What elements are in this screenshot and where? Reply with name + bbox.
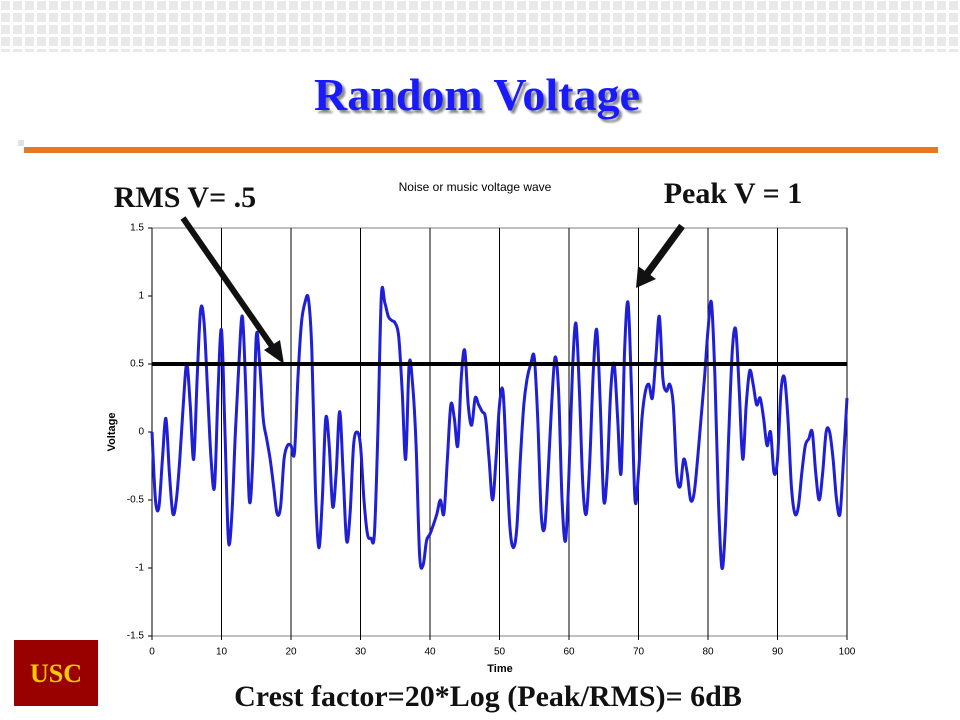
x-tick-label: 90	[772, 647, 784, 658]
slide-title: Random Voltage	[314, 69, 640, 120]
logo-box	[14, 640, 98, 706]
arrow-head	[264, 340, 284, 364]
y-tick-label: -1.5	[127, 631, 145, 642]
peak-note: Peak V = 1	[664, 177, 803, 210]
header-rule	[30, 147, 938, 153]
header-pattern	[0, 0, 960, 52]
y-tick-label: -0.5	[127, 495, 145, 506]
y-tick-label: 1.5	[130, 223, 144, 234]
x-tick-label: 80	[702, 647, 714, 658]
logo-text: USC	[30, 659, 82, 688]
x-tick-label: 0	[149, 647, 155, 658]
x-axis-label: Time	[487, 663, 512, 675]
rule-ornament	[18, 140, 24, 146]
x-tick-label: 50	[494, 647, 506, 658]
y-tick-label: 1	[138, 291, 144, 302]
x-tick-label: 40	[424, 647, 436, 658]
voltage-line	[150, 286, 849, 570]
y-tick-label: 0	[138, 427, 144, 438]
x-tick-label: 30	[355, 647, 367, 658]
x-tick-label: 100	[839, 647, 856, 658]
rms-note: RMS V= .5	[114, 181, 256, 214]
y-axis-label: Voltage	[106, 413, 118, 452]
x-tick-label: 60	[563, 647, 575, 658]
arrow-shaft	[643, 223, 685, 278]
arrow-head	[636, 266, 656, 288]
footer-formula: Crest factor=20*Log (Peak/RMS)= 6dB	[234, 680, 742, 713]
x-tick-label: 10	[216, 647, 228, 658]
y-tick-label: -1	[135, 563, 144, 574]
chart-title: Noise or music voltage wave	[399, 180, 552, 194]
x-tick-label: 70	[633, 647, 645, 658]
rule-ornament	[24, 147, 30, 153]
y-tick-label: 0.5	[130, 359, 144, 370]
arrow-shaft	[180, 216, 279, 354]
x-tick-label: 20	[285, 647, 297, 658]
